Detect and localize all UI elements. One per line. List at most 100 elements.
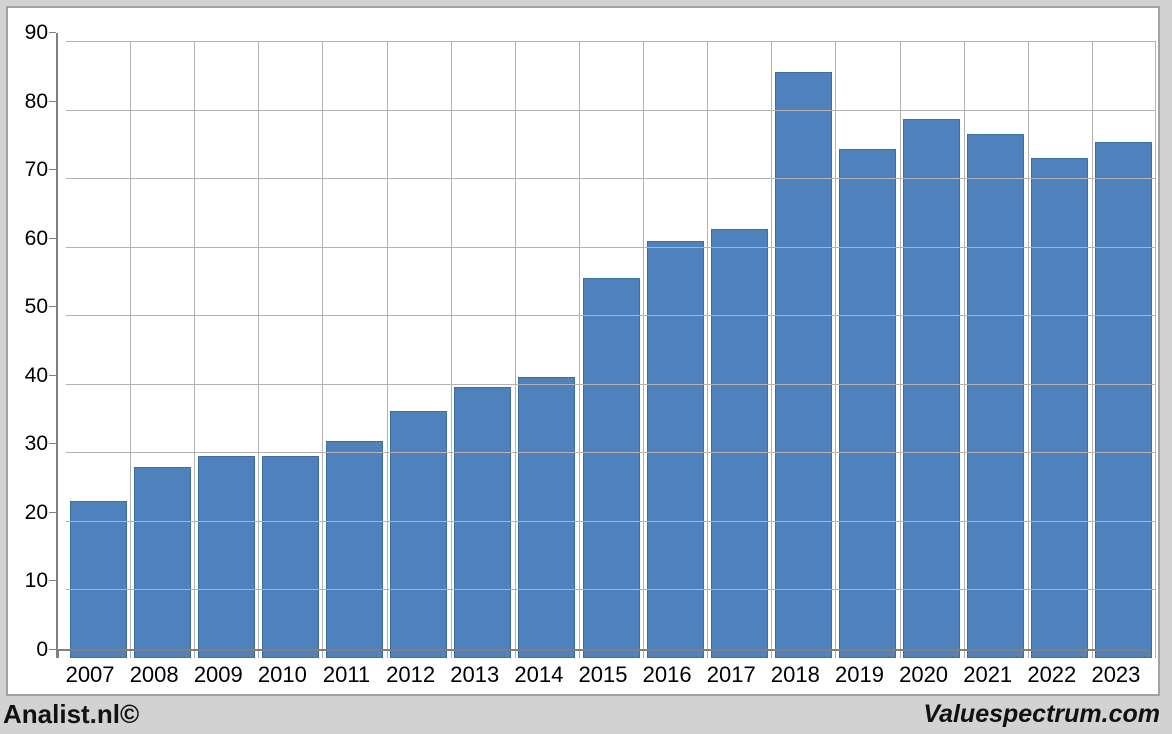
x-axis-label-2013: 2013	[450, 662, 500, 687]
gridline-v-6	[450, 41, 452, 658]
plot-area	[66, 41, 1156, 658]
gridline-h-40	[66, 383, 1156, 385]
branding-bar: Analist.nl© Valuespectrum.com	[0, 696, 1172, 734]
gridline-v-7	[514, 41, 516, 658]
x-axis-label-2020: 2020	[899, 662, 949, 687]
x-tick-0	[58, 650, 59, 658]
bar-2016	[646, 241, 704, 658]
x-axis-label-2007: 2007	[65, 662, 115, 687]
x-tick-15	[1019, 650, 1021, 658]
x-tick-2	[186, 650, 188, 658]
gridline-h-80	[66, 109, 1156, 111]
x-axis-label-2014: 2014	[514, 662, 564, 687]
y-tick-40	[49, 374, 56, 376]
y-axis-label-10: 10	[24, 569, 48, 593]
bar-2008	[133, 466, 191, 658]
y-axis-line	[56, 33, 58, 658]
x-tick-8	[570, 650, 572, 658]
y-tick-80	[49, 100, 56, 102]
bar-2010	[261, 456, 319, 658]
x-axis-label-2016: 2016	[642, 662, 692, 687]
x-tick-1	[122, 650, 124, 658]
bar-2020	[903, 119, 961, 658]
y-axis-label-20: 20	[24, 500, 48, 524]
y-tick-30	[49, 443, 56, 445]
bar-2017	[710, 228, 768, 658]
gridline-v-8	[578, 41, 580, 658]
gridline-h-70	[66, 178, 1156, 180]
bar-2022	[1031, 157, 1089, 658]
y-tick-60	[49, 237, 56, 239]
y-tick-20	[49, 511, 56, 513]
x-tick-14	[955, 650, 957, 658]
gridline-h-50	[66, 315, 1156, 317]
bar-2014	[518, 376, 576, 658]
bar-2023	[1095, 141, 1153, 658]
bar-2021	[967, 134, 1025, 658]
gridline-h-90	[66, 41, 1156, 42]
x-tick-13	[891, 650, 893, 658]
y-axis-label-0: 0	[36, 638, 48, 661]
x-axis-label-2018: 2018	[770, 662, 820, 687]
gridline-v-1	[130, 41, 132, 658]
gridline-v-17	[1155, 41, 1156, 658]
gridline-v-4	[322, 41, 324, 658]
gridline-h-20	[66, 520, 1156, 522]
x-tick-10	[699, 650, 701, 658]
x-axis-label-2019: 2019	[834, 662, 884, 687]
y-axis-label-40: 40	[24, 363, 48, 387]
y-tick-50	[49, 306, 56, 308]
y-axis-label-30: 30	[24, 432, 48, 456]
gridline-v-3	[258, 41, 260, 658]
y-axis-label-70: 70	[24, 158, 48, 182]
x-tick-16	[1083, 650, 1085, 658]
y-axis-label-90: 90	[24, 21, 48, 44]
gridline-v-16	[1091, 41, 1093, 658]
y-axis-label-80: 80	[24, 89, 48, 113]
gridline-v-11	[771, 41, 773, 658]
gridline-v-10	[707, 41, 709, 658]
x-tick-5	[378, 650, 380, 658]
y-tick-90	[49, 32, 56, 33]
x-axis-label-2008: 2008	[129, 662, 179, 687]
brand-valuespectrum-label: Valuespectrum.com	[923, 700, 1160, 728]
y-axis-label-60: 60	[24, 226, 48, 250]
bar-2011	[326, 441, 384, 658]
x-axis-label-2017: 2017	[706, 662, 756, 687]
x-axis-label-2022: 2022	[1027, 662, 1077, 687]
bar-2012	[390, 411, 448, 658]
x-tick-3	[250, 650, 252, 658]
x-axis-label-2012: 2012	[386, 662, 436, 687]
x-tick-7	[506, 650, 508, 658]
bar-2013	[454, 386, 512, 658]
gridline-v-12	[835, 41, 837, 658]
bar-2015	[582, 278, 640, 658]
y-tick-70	[49, 169, 56, 171]
x-axis-label-2023: 2023	[1091, 662, 1141, 687]
x-tick-17	[1148, 650, 1149, 658]
x-axis-label-2011: 2011	[322, 662, 371, 687]
gridline-v-9	[643, 41, 645, 658]
chart-panel	[6, 6, 1160, 696]
x-axis-label-2021: 2021	[963, 662, 1013, 687]
bar-2019	[838, 149, 896, 658]
x-axis-line	[56, 649, 1148, 651]
gridline-v-2	[194, 41, 196, 658]
y-tick-10	[49, 580, 56, 582]
x-tick-11	[763, 650, 765, 658]
x-tick-12	[827, 650, 829, 658]
x-axis-label-2010: 2010	[257, 662, 307, 687]
x-axis-label-2015: 2015	[578, 662, 628, 687]
gridline-v-13	[899, 41, 901, 658]
bar-2018	[774, 71, 832, 658]
gridline-v-14	[963, 41, 965, 658]
gridline-h-10	[66, 589, 1156, 591]
x-tick-9	[635, 650, 637, 658]
gridline-h-60	[66, 246, 1156, 248]
y-axis-label-50: 50	[24, 295, 48, 319]
x-tick-4	[314, 650, 316, 658]
y-tick-0	[49, 649, 56, 650]
gridline-v-5	[386, 41, 388, 658]
x-tick-6	[442, 650, 444, 658]
